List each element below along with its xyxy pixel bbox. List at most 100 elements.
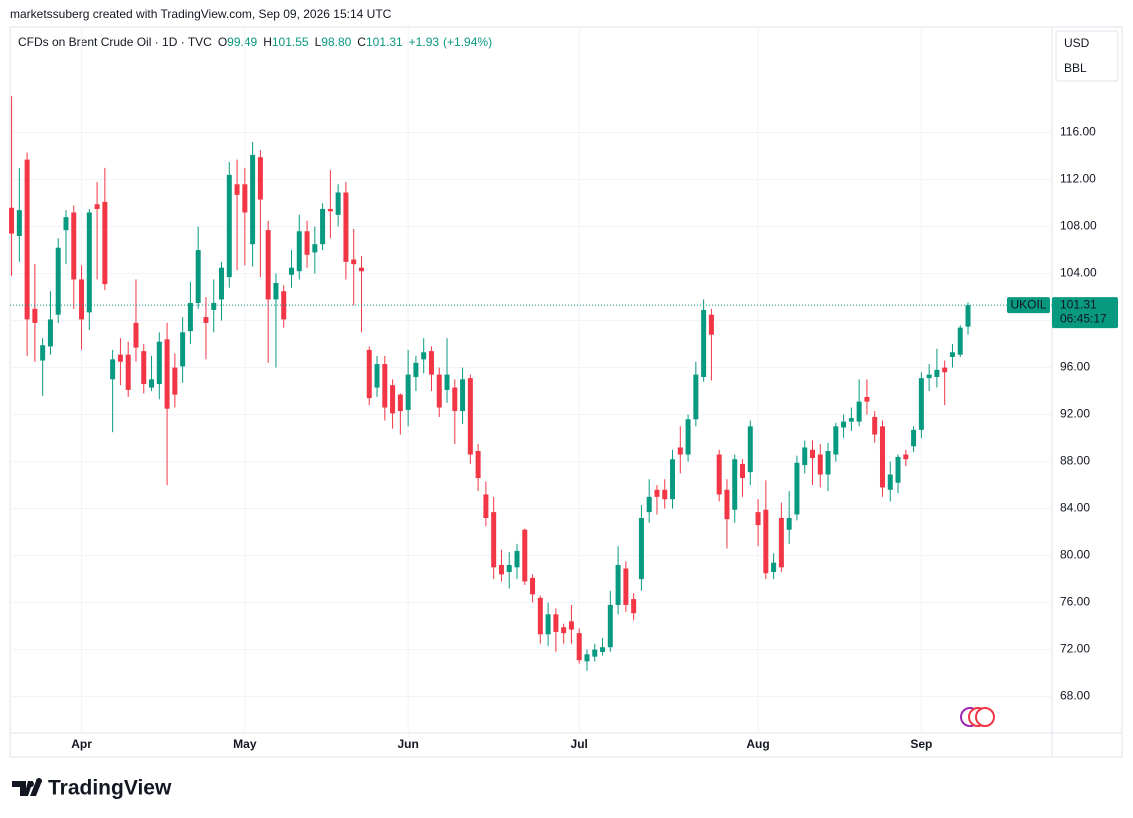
candle-body [265, 230, 271, 300]
candle-body [86, 212, 92, 313]
candle-body [701, 310, 707, 377]
candle-body [856, 401, 862, 422]
candle-body [219, 267, 225, 300]
y-tick-label: 76.00 [1060, 595, 1090, 609]
candle-body [584, 654, 590, 662]
y-tick-label: 92.00 [1060, 407, 1090, 421]
currency: USD [1064, 36, 1090, 50]
candle-body [141, 351, 147, 385]
candle-body [164, 339, 170, 409]
candle-body [864, 396, 870, 402]
candle-body [475, 451, 481, 479]
ticker-badge [1007, 297, 1050, 314]
candle-body [320, 208, 326, 245]
y-tick-label: 88.00 [1060, 454, 1090, 468]
y-tick-label: 96.00 [1060, 360, 1090, 374]
candle-body [397, 394, 403, 412]
legend-symbol: CFDs on Brent Crude Oil · 1D · TVC [18, 35, 212, 49]
candle-body [382, 364, 388, 408]
ticker-label: UKOIL [1010, 297, 1046, 311]
candle-body [16, 210, 22, 236]
candle-body [631, 599, 637, 614]
candle-body [390, 385, 396, 414]
candle-body [211, 302, 217, 310]
candle-body [405, 374, 411, 410]
candle-body [32, 308, 38, 323]
candle-body [553, 614, 559, 632]
candle-body [273, 282, 279, 300]
candle-body [304, 231, 310, 255]
legend-key: C [357, 35, 366, 49]
candle-body [63, 217, 69, 231]
candle-body [24, 159, 30, 320]
y-tick-label: 72.00 [1060, 642, 1090, 656]
unit: BBL [1064, 61, 1087, 75]
unit-box[interactable] [1055, 30, 1119, 82]
candle-body [568, 621, 574, 630]
candle-body [895, 456, 901, 483]
legend-change-pct: (+1.94%) [443, 35, 492, 49]
candle-body [646, 496, 652, 513]
candle-body [732, 459, 738, 510]
candle-body [949, 352, 955, 357]
candle-body [498, 564, 504, 575]
candle-body [763, 509, 769, 574]
candle-body [79, 279, 85, 320]
legend-value: 99.49 [227, 35, 257, 49]
candle-body [522, 529, 528, 582]
candle-body [693, 374, 699, 420]
legend-value: 101.55 [272, 35, 309, 49]
x-tick-label: May [233, 737, 257, 751]
candle-body [102, 201, 108, 285]
candle-body [848, 418, 854, 422]
candle-body [872, 416, 878, 435]
candle-body [530, 577, 536, 595]
x-tick-label: Sep [910, 737, 932, 751]
candle-body [296, 231, 302, 272]
legend-value: 98.80 [321, 35, 351, 49]
chart-frame [9, 26, 1123, 758]
candle-body [607, 604, 613, 648]
y-tick-label: 84.00 [1060, 501, 1090, 515]
candle-body [537, 597, 543, 635]
candle-body [288, 267, 294, 275]
x-tick-label: Aug [746, 737, 769, 751]
candle-body [662, 489, 668, 500]
candle-body [833, 426, 839, 455]
candle-body [677, 447, 683, 455]
candle-body [778, 517, 784, 568]
candle-body [809, 449, 815, 459]
candle-body [561, 627, 567, 634]
candle-body [887, 474, 893, 490]
candle-body [911, 429, 917, 447]
candle-body [817, 454, 823, 475]
candle-body [514, 550, 520, 568]
candle-body [685, 419, 691, 455]
candle-body [55, 247, 61, 315]
candle-body [903, 454, 909, 460]
candle-body [117, 354, 123, 362]
candle-body [670, 459, 676, 500]
candle-body [460, 379, 466, 412]
candle-body [40, 345, 46, 361]
price-label: 101.31 [1060, 297, 1097, 311]
y-tick-label: 104.00 [1060, 266, 1097, 280]
candle-body [94, 204, 100, 209]
candle-body [483, 494, 489, 518]
candle-body [366, 349, 372, 399]
candle-body [312, 244, 318, 253]
candle-body [755, 512, 761, 526]
candle-body [436, 374, 442, 408]
x-tick-label: Apr [71, 737, 92, 751]
candle-body [957, 327, 963, 355]
x-tick-label: Jun [397, 737, 418, 751]
candle-body [623, 568, 629, 605]
candle-body [343, 192, 349, 262]
candle-body [942, 367, 948, 373]
candle-body [257, 157, 263, 200]
y-tick-label: 80.00 [1060, 548, 1090, 562]
candle-body [110, 359, 116, 380]
credit: marketssuberg created with TradingView.c… [10, 7, 392, 21]
candle-body [156, 341, 162, 385]
candle-body [452, 387, 458, 412]
